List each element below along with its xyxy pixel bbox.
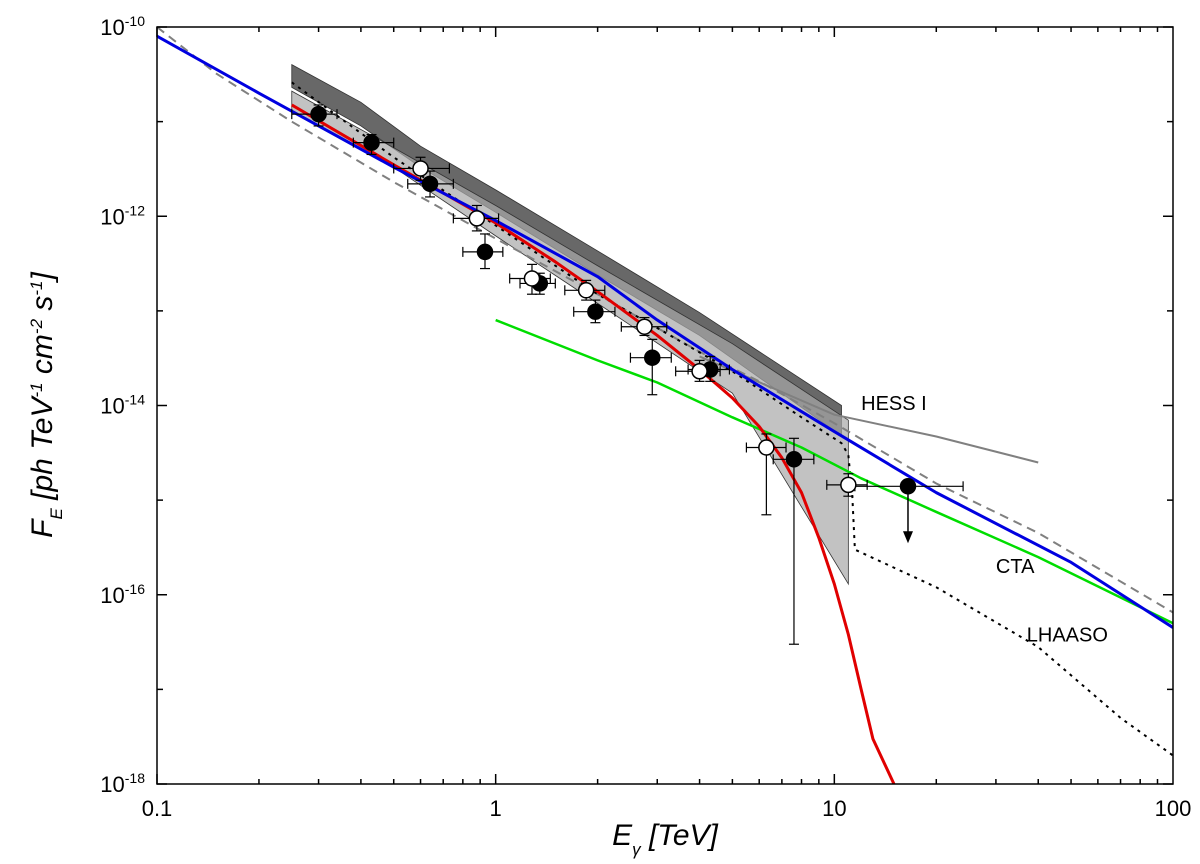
down-arrow-icon <box>902 531 913 544</box>
filled-marker <box>310 105 327 123</box>
filled-point-6 <box>573 299 616 324</box>
filled-marker <box>476 243 494 261</box>
filled-point-1 <box>291 104 338 127</box>
filled-point-4 <box>462 233 504 270</box>
x-tick-label: 1 <box>490 796 502 821</box>
open-point-6 <box>675 359 721 382</box>
cta-label: CTA <box>996 556 1035 578</box>
green-model-line <box>495 318 1173 625</box>
lhaaso-sensitivity-line <box>291 81 1173 757</box>
y-tick-label: 10-16 <box>100 581 145 608</box>
y-axis-title: FE [ph TeV-1 cm-2 s-1] <box>26 271 66 537</box>
open-marker <box>758 439 775 456</box>
open-marker <box>840 476 857 494</box>
open-marker <box>468 210 486 227</box>
y-tick-label: 10-10 <box>100 13 145 40</box>
open-marker <box>577 282 595 299</box>
red-model-line <box>291 103 896 784</box>
filled-marker <box>785 451 803 468</box>
open-point-5 <box>620 316 668 337</box>
filled-marker <box>899 478 917 495</box>
open-point-7 <box>745 433 787 516</box>
filled-point-7 <box>629 338 672 396</box>
annotations-layer: HESS I CTA LHAASO <box>861 393 1108 647</box>
filled-marker <box>421 175 439 193</box>
blue-model-line <box>157 34 1173 629</box>
open-marker <box>523 270 541 287</box>
axes-layer: 0.1 1 10 100 10-18 10-16 10-14 10-12 10-10 <box>100 13 1191 821</box>
y-tick-label: 10-14 <box>100 392 145 419</box>
data-points-layer <box>291 104 964 645</box>
filled-point-9 <box>772 437 815 645</box>
open-marker <box>412 160 429 177</box>
filled-point-3 <box>407 170 454 198</box>
y-tick-label: 10-12 <box>100 202 145 229</box>
lhaaso-label: LHAASO <box>1027 625 1108 647</box>
filled-point-10 <box>854 478 964 544</box>
y-tick-label: 10-18 <box>100 770 145 797</box>
open-marker <box>636 318 653 335</box>
x-tick-label: 100 <box>1155 796 1192 821</box>
hess-i-label: HESS I <box>861 393 927 415</box>
filled-point-2 <box>352 133 395 156</box>
x-tick-label: 0.1 <box>142 796 173 821</box>
open-point-3 <box>509 263 551 295</box>
x-tick-label: 10 <box>822 796 846 821</box>
open-point-1 <box>393 156 450 181</box>
filled-marker <box>644 349 661 366</box>
open-marker <box>691 363 708 380</box>
open-point-4 <box>564 279 606 301</box>
open-point-2 <box>452 204 500 232</box>
filled-marker <box>363 134 380 151</box>
x-axis-title: Eγ [TeV] <box>612 819 718 859</box>
filled-marker <box>587 303 604 320</box>
open-point-8 <box>826 473 868 497</box>
